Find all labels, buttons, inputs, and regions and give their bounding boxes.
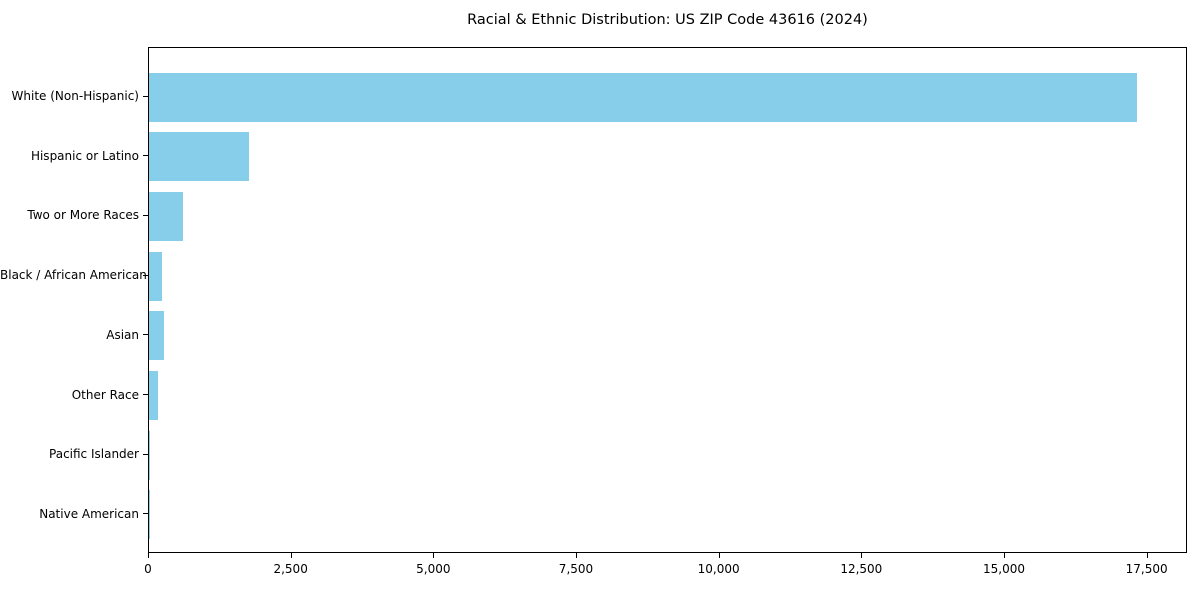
x-tick-label: 7,500 <box>558 562 594 576</box>
y-tick-mark <box>143 453 148 455</box>
y-tick-mark <box>143 334 148 336</box>
x-tick-label: 12,500 <box>840 562 883 576</box>
x-tick-label: 10,000 <box>697 562 740 576</box>
bar-pacific-islander <box>149 430 150 480</box>
y-tick-mark <box>143 155 148 157</box>
y-axis-tick-marks <box>143 47 148 553</box>
x-tick-label: 5,000 <box>416 562 451 576</box>
x-tick-mark <box>1003 553 1005 558</box>
bar-white-non-hispanic <box>149 72 1137 122</box>
bar-black-african-american <box>149 251 163 301</box>
y-tick-mark <box>143 394 148 395</box>
y-tick-mark <box>143 214 148 216</box>
y-tick-label-pacific-islander: Pacific Islander <box>49 447 139 462</box>
x-tick-label: 15,000 <box>982 562 1025 576</box>
bar-other-race <box>149 371 158 420</box>
chart-title: Racial & Ethnic Distribution: US ZIP Cod… <box>467 12 868 28</box>
y-tick-label-other-race: Other Race <box>71 387 139 402</box>
y-tick-label-hispanic-or-latino: Hispanic or Latino <box>30 148 139 163</box>
x-tick-label: 17,500 <box>1125 562 1168 576</box>
y-tick-label-two-or-more-races: Two or More Races <box>27 208 139 223</box>
bar-two-or-more-races <box>149 191 184 241</box>
x-tick-mark <box>148 553 149 558</box>
bar-asian <box>149 311 165 361</box>
y-tick-label-white-non-hispanic: White (Non-Hispanic) <box>11 89 139 103</box>
y-tick-label-black-african-american: Black / African American <box>0 268 147 283</box>
y-tick-mark <box>143 95 148 97</box>
x-tick-mark <box>575 553 577 558</box>
x-axis-tick-marks <box>148 553 1187 559</box>
x-tick-mark <box>433 553 435 558</box>
x-tick-label: 2,500 <box>273 562 308 576</box>
bar-hispanic-or-latino <box>149 132 249 182</box>
plot-area <box>148 47 1187 553</box>
x-tick-mark <box>1146 553 1148 558</box>
x-tick-mark <box>861 553 863 558</box>
y-tick-label-asian: Asian <box>106 327 139 342</box>
y-tick-label-native-american: Native American <box>39 506 139 521</box>
x-tick-mark <box>718 553 720 558</box>
x-axis-tick-labels: 0 2,500 5,000 7,500 10,000 12,500 15,000 17,500 <box>144 562 1187 580</box>
y-tick-mark <box>143 513 148 515</box>
y-tick-mark <box>143 274 148 276</box>
y-axis-labels: White (Non-Hispanic) Hispanic or Latino Tw… <box>0 47 147 553</box>
bars-layer <box>149 48 1186 552</box>
x-tick-mark <box>290 553 292 558</box>
x-tick-label: 0 <box>144 562 152 576</box>
